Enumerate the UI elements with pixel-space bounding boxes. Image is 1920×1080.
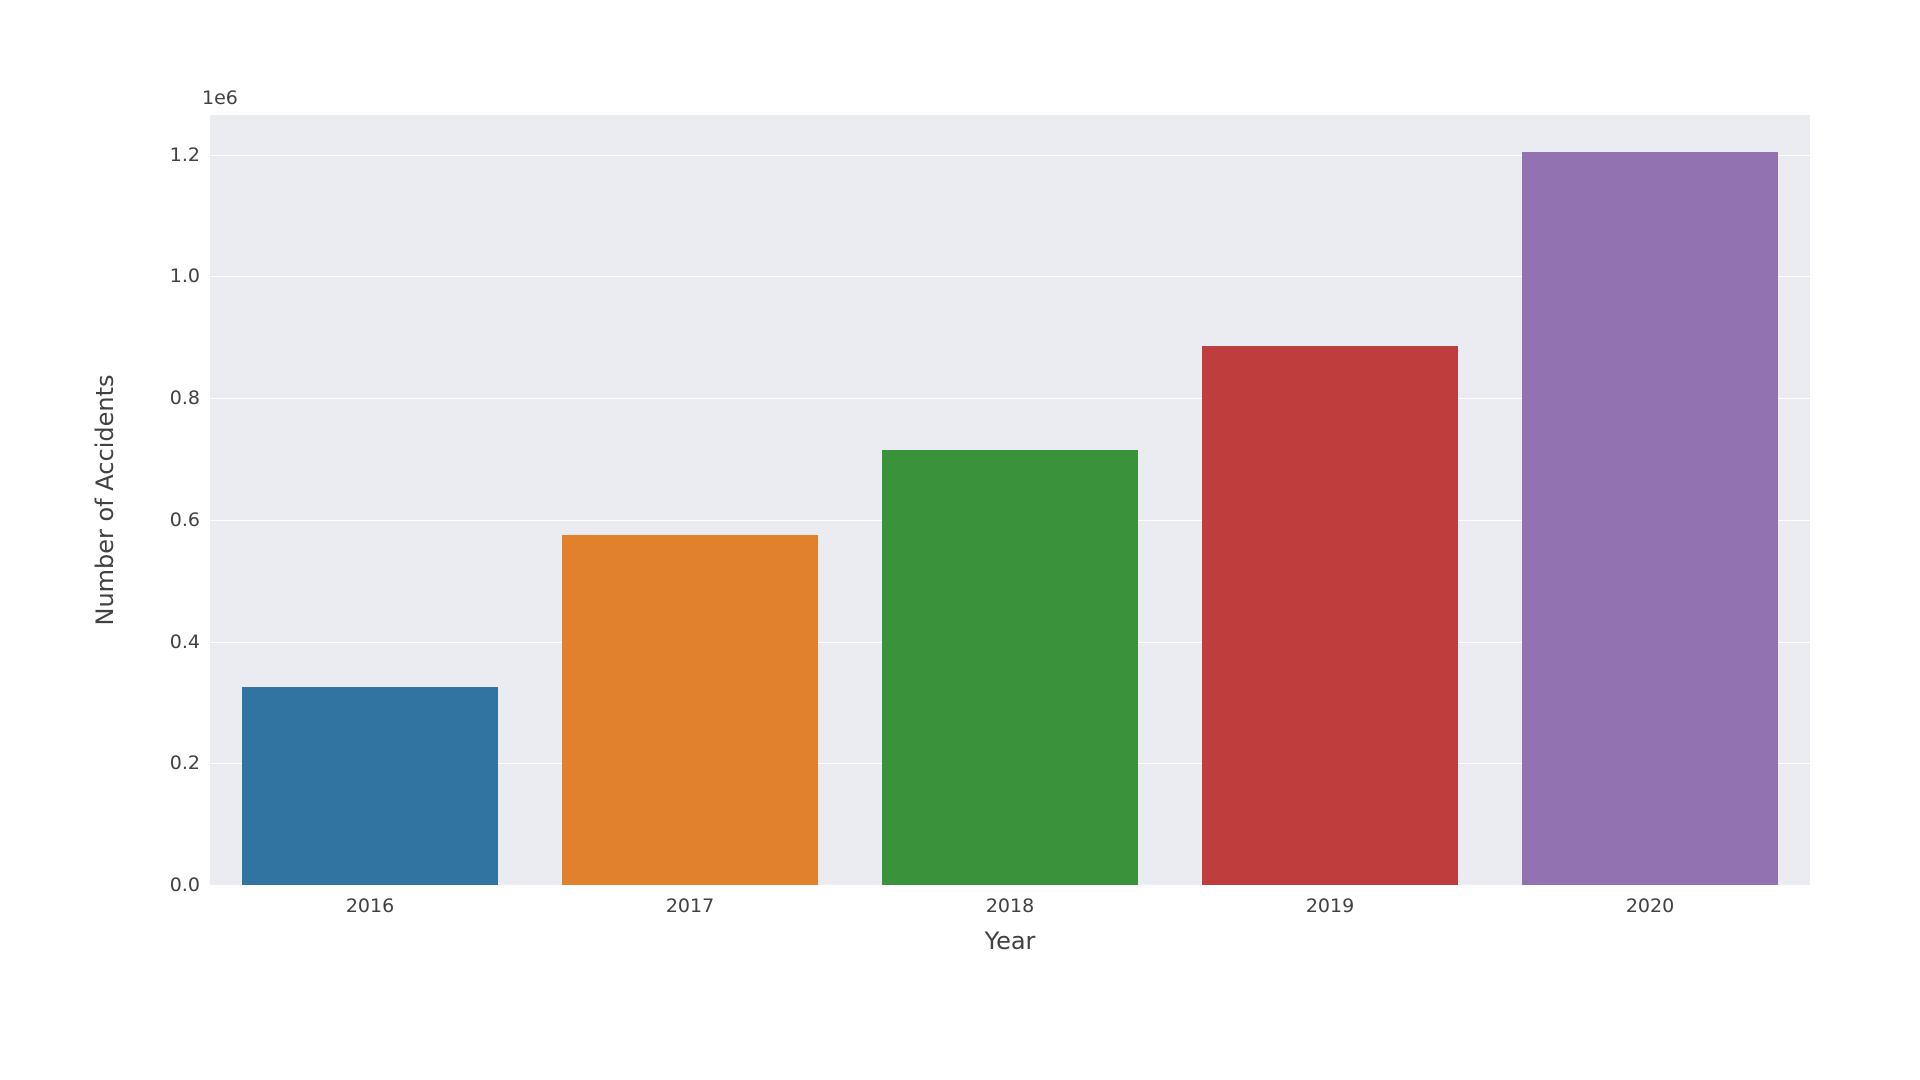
ytick-label: 0.2 [160,752,200,774]
bar [562,535,818,885]
ytick-label: 0.8 [160,387,200,409]
ytick-label: 0.0 [160,874,200,896]
xtick-label: 2018 [986,895,1034,917]
gridline [210,885,1810,886]
ytick-label: 1.2 [160,144,200,166]
bar [242,687,498,885]
y-axis-offset-text: 1e6 [202,87,238,109]
ytick-label: 1.0 [160,265,200,287]
bar [1202,346,1458,885]
bar [882,450,1138,885]
y-axis-label: Number of Accidents [91,375,119,626]
ytick-label: 0.6 [160,509,200,531]
xtick-label: 2017 [666,895,714,917]
xtick-label: 2019 [1306,895,1354,917]
plot-area [210,115,1810,885]
bar [1522,152,1778,885]
figure: 1e6 Number of Accidents Year 0.0 0.2 0.4 0.… [0,0,1920,1080]
x-axis-label: Year [985,927,1036,955]
xtick-label: 2016 [346,895,394,917]
xtick-label: 2020 [1626,895,1674,917]
ytick-label: 0.4 [160,631,200,653]
